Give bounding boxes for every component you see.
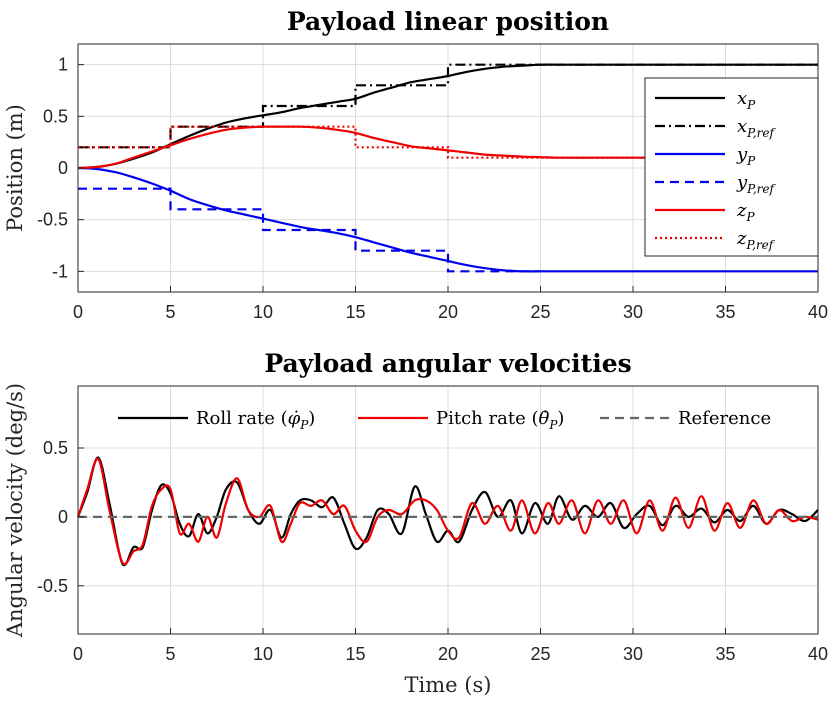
x-tick-label: 30 [623,644,643,664]
legend-main: z [736,228,747,249]
legend-label-xP: xP [737,88,756,112]
x-tick-label: 35 [715,302,735,322]
position-y-label: Position (m) [3,104,27,232]
angular-x-label: Time (s) [405,673,492,697]
y-tick-label: -1 [52,261,68,281]
legend-label-yP: yP [736,144,756,168]
x-tick-label: 10 [253,302,273,322]
series-line-pitch [76,457,819,566]
legend-sub: P,ref [746,182,776,196]
angular-y-label: Angular velocity (deg/s) [3,383,27,638]
x-tick-label: 5 [165,302,175,322]
angular-plot-title: Payload angular velocities [264,349,631,378]
angular-y-ticks: -0.5 0 0.5 [37,438,84,596]
legend-close: ) [308,408,315,429]
legend-main: x [737,116,747,137]
legend-label-xPref: xP,ref [737,116,776,140]
legend-sub: P [299,418,309,432]
legend-sub: P [746,98,756,112]
y-tick-label: 0 [58,507,68,527]
legend-text: Roll rate ( [196,408,288,429]
x-tick-label: 25 [530,644,550,664]
angular-legend: Roll rate (φ̇P) Pitch rate (θ̇P) Reference [118,408,771,432]
series-line-xPref [78,63,818,149]
legend-label-zP: zP [736,200,755,224]
y-tick-label: -0.5 [37,576,68,596]
x-tick-label: 5 [165,644,175,664]
legend-sub: P [548,418,558,432]
x-tick-label: 10 [253,644,273,664]
legend-label-roll: Roll rate (φ̇P) [196,408,315,432]
position-plot-title: Payload linear position [287,7,609,36]
x-tick-label: 0 [73,644,83,664]
x-tick-label: 40 [808,302,828,322]
legend-main: z [736,200,747,221]
angular-velocity-plot: Payload angular velocities 0 5 10 15 20 25 30 3… [3,349,828,697]
legend-sub: P,ref [746,126,776,140]
legend-sub: P,ref [745,238,775,252]
y-tick-label: 0.5 [43,106,68,126]
x-tick-label: 25 [530,302,550,322]
x-tick-label: 40 [808,644,828,664]
legend-text: Pitch rate ( [436,408,538,429]
position-plot: Payload linear position 0 5 10 15 20 25 30 35 40… [3,7,828,322]
legend-sub: P [746,154,756,168]
legend-label-ref: Reference [678,408,771,429]
y-tick-label: 0.5 [43,438,68,458]
legend-sub: P [745,210,755,224]
x-tick-label: 20 [438,302,458,322]
legend-symbol: θ̇ [538,408,549,429]
legend-label-yPref: yP,ref [736,172,776,196]
legend-main: y [736,172,748,193]
series-line-zP [77,125,818,170]
series-line-roll [76,456,819,567]
angular-series [76,456,819,567]
legend-main: x [737,88,747,109]
y-tick-label: 1 [58,55,68,75]
y-tick-label: -0.5 [37,210,68,230]
x-tick-label: 30 [623,302,643,322]
legend-label-pitch: Pitch rate (θ̇P) [436,408,564,432]
legend-main: y [736,144,748,165]
legend-label-zPref: zP,ref [736,228,776,252]
position-series [77,63,818,273]
x-tick-label: 20 [438,644,458,664]
position-y-ticks: -1 -0.5 0 0.5 1 [37,55,84,281]
legend-text: Reference [678,408,771,429]
x-tick-label: 15 [345,302,365,322]
position-legend-box [644,77,819,257]
x-tick-label: 35 [715,644,735,664]
angular-x-ticks: 0 5 10 15 20 25 30 35 40 [73,628,828,664]
y-tick-label: 0 [58,158,68,178]
x-tick-label: 0 [73,302,83,322]
series-line-yPref [78,187,541,273]
legend-close: ) [557,408,564,429]
position-x-ticks: 0 5 10 15 20 25 30 35 40 [73,286,828,322]
x-tick-label: 15 [345,644,365,664]
legend-symbol: φ̇ [288,408,301,429]
